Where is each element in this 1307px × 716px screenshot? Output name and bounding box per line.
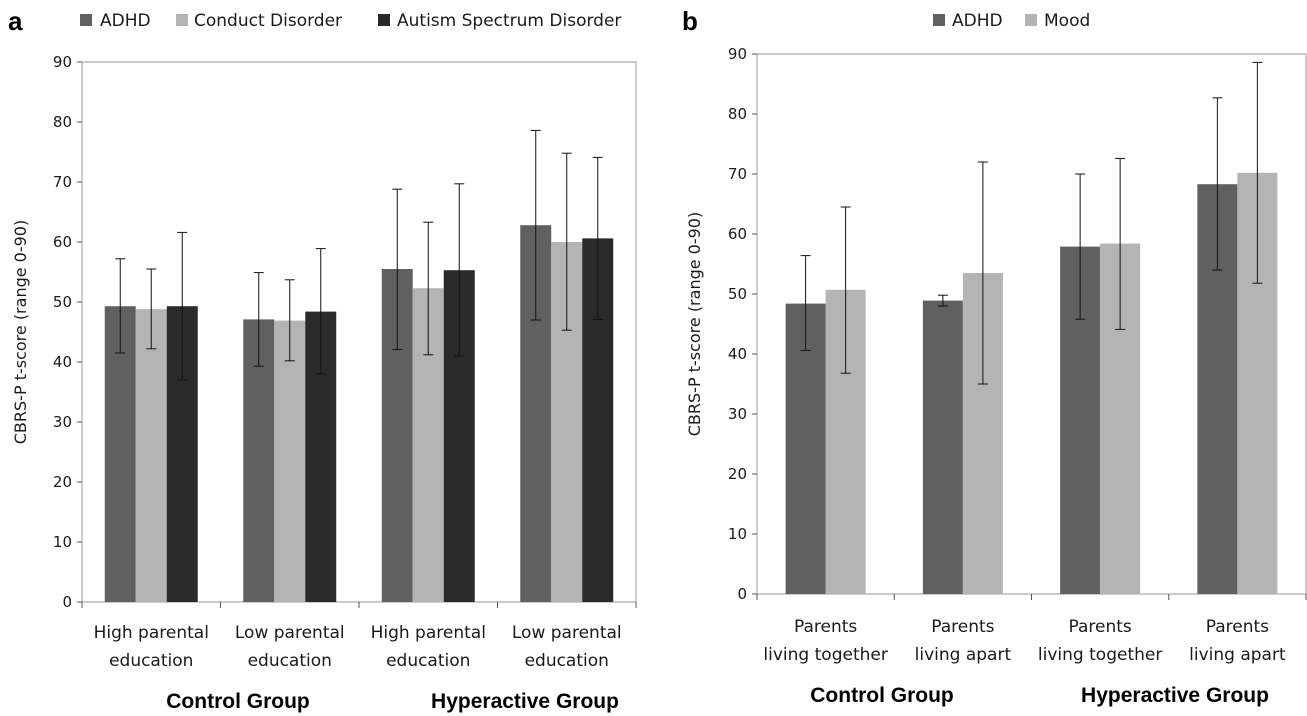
y-tick-label: 0 bbox=[737, 585, 747, 603]
y-tick-label: 80 bbox=[728, 105, 747, 123]
x-category-label: living together bbox=[1038, 645, 1162, 665]
y-tick-label: 40 bbox=[728, 345, 747, 363]
y-tick-label: 90 bbox=[728, 45, 747, 63]
x-category-label: High parental bbox=[371, 623, 486, 643]
y-tick-label: 60 bbox=[728, 225, 747, 243]
x-category-label: living apart bbox=[1189, 645, 1286, 665]
legend-swatch bbox=[80, 14, 92, 26]
x-category-label: Low parental bbox=[512, 623, 622, 643]
y-axis-label: CBRS-P t-score (range 0-90) bbox=[11, 220, 30, 444]
y-tick-label: 30 bbox=[53, 413, 72, 431]
group-label: Hyperactive Group bbox=[431, 690, 619, 713]
y-tick-label: 10 bbox=[728, 525, 747, 543]
group-label: Control Group bbox=[810, 684, 953, 707]
x-category-label: High parental bbox=[94, 623, 209, 643]
y-tick-label: 20 bbox=[728, 465, 747, 483]
legend-swatch bbox=[378, 14, 390, 26]
panel-label-b: b bbox=[682, 6, 698, 36]
y-tick-label: 80 bbox=[53, 113, 72, 131]
y-tick-label: 30 bbox=[728, 405, 747, 423]
x-category-label: living apart bbox=[915, 645, 1012, 665]
bar-adhd bbox=[922, 300, 963, 594]
x-category-label: Parents bbox=[1206, 617, 1269, 637]
legend-swatch bbox=[933, 14, 945, 26]
legend-item-label: Conduct Disorder bbox=[194, 11, 342, 31]
bar-adhd bbox=[104, 306, 136, 602]
panel-label-a: a bbox=[8, 6, 23, 36]
y-tick-label: 90 bbox=[53, 53, 72, 71]
y-tick-label: 40 bbox=[53, 353, 72, 371]
x-category-label: Parents bbox=[794, 617, 857, 637]
x-category-label: education bbox=[109, 651, 193, 671]
y-tick-label: 50 bbox=[53, 293, 72, 311]
y-tick-label: 0 bbox=[62, 593, 72, 611]
x-category-label: living together bbox=[763, 645, 887, 665]
legend-swatch bbox=[1025, 14, 1037, 26]
bar-conduct-disorder bbox=[135, 309, 167, 602]
legend-item-label: ADHD bbox=[100, 11, 151, 31]
x-category-label: Parents bbox=[1068, 617, 1131, 637]
legend-swatch bbox=[176, 14, 188, 26]
y-tick-label: 50 bbox=[728, 285, 747, 303]
bar-adhd bbox=[785, 303, 826, 594]
x-category-label: education bbox=[525, 651, 609, 671]
x-category-label: Low parental bbox=[235, 623, 345, 643]
group-label: Control Group bbox=[166, 690, 309, 713]
x-category-label: education bbox=[248, 651, 332, 671]
bar-conduct-disorder bbox=[274, 320, 306, 602]
y-tick-label: 10 bbox=[53, 533, 72, 551]
legend-item-label: Mood bbox=[1044, 11, 1090, 31]
y-tick-label: 70 bbox=[728, 165, 747, 183]
y-tick-label: 60 bbox=[53, 233, 72, 251]
y-axis-label: CBRS-P t-score (range 0-90) bbox=[685, 212, 704, 436]
legend-item-label: Autism Spectrum Disorder bbox=[397, 11, 621, 31]
group-label: Hyperactive Group bbox=[1081, 684, 1269, 707]
x-category-label: education bbox=[386, 651, 470, 671]
y-tick-label: 20 bbox=[53, 473, 72, 491]
legend-item-label: ADHD bbox=[952, 11, 1003, 31]
x-category-label: Parents bbox=[931, 617, 994, 637]
y-tick-label: 70 bbox=[53, 173, 72, 191]
